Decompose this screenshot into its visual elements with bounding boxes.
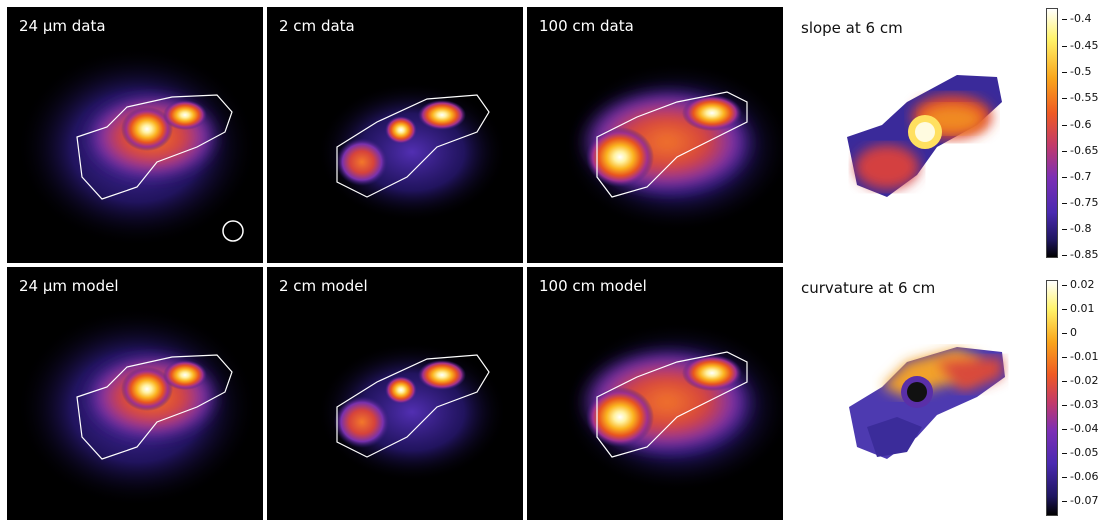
heatmap-100cm-data xyxy=(562,62,783,232)
panel-label: curvature at 6 cm xyxy=(801,279,936,297)
heatmap-2cm-data xyxy=(317,82,507,222)
tick-label: -0.01 xyxy=(1061,350,1099,363)
panel-24um-data: 24 μm data xyxy=(7,7,263,263)
tick-label: 0 xyxy=(1062,326,1077,339)
tick-label: -0.5 xyxy=(1061,65,1092,78)
tick-label: -0.45 xyxy=(1061,39,1099,52)
beam-circle xyxy=(222,220,244,242)
panel-label: 24 μm data xyxy=(19,17,106,35)
heatmap-24um-model xyxy=(17,307,257,507)
tick-label: -0.04 xyxy=(1061,422,1099,435)
tick-label: -0.75 xyxy=(1061,196,1099,209)
panel-100cm-data: 100 cm data xyxy=(527,7,783,263)
heatmap-100cm-model xyxy=(562,322,783,492)
tick-label: -0.02 xyxy=(1061,374,1099,387)
panel-label: 2 cm data xyxy=(279,17,355,35)
tick-label: -0.03 xyxy=(1061,398,1099,411)
heatmap-2cm-model xyxy=(317,342,507,482)
panel-100cm-model: 100 cm model xyxy=(527,267,783,520)
tick-label: -0.65 xyxy=(1061,144,1099,157)
panel-label: 100 cm model xyxy=(539,277,647,295)
panel-label: slope at 6 cm xyxy=(801,19,903,37)
curvature-map xyxy=(849,347,1005,459)
tick-label: -0.8 xyxy=(1061,222,1092,235)
tick-label: 0.01 xyxy=(1062,302,1095,315)
panel-24um-model: 24 μm model xyxy=(7,267,263,520)
panel-curvature: curvature at 6 cm xyxy=(787,267,1043,520)
panel-label: 24 μm model xyxy=(19,277,119,295)
tick-label: -0.6 xyxy=(1061,118,1092,131)
panel-slope: slope at 6 cm xyxy=(787,7,1043,263)
tick-label: -0.55 xyxy=(1061,91,1099,104)
panel-label: 100 cm data xyxy=(539,17,634,35)
colorbar-slope xyxy=(1046,8,1058,258)
panel-label: 2 cm model xyxy=(279,277,368,295)
tick-label: -0.06 xyxy=(1061,470,1099,483)
tick-label: -0.4 xyxy=(1061,12,1092,25)
tick-label: -0.07 xyxy=(1061,494,1099,507)
colorbar-curvature xyxy=(1046,280,1058,516)
heatmap-24um-data xyxy=(17,47,257,247)
slope-map xyxy=(847,75,1002,197)
tick-label: 0.02 xyxy=(1062,278,1095,291)
tick-label: -0.85 xyxy=(1061,248,1099,261)
tick-label: -0.05 xyxy=(1061,446,1099,459)
panel-2cm-model: 2 cm model xyxy=(267,267,523,520)
tick-label: -0.7 xyxy=(1061,170,1092,183)
panel-2cm-data: 2 cm data xyxy=(267,7,523,263)
